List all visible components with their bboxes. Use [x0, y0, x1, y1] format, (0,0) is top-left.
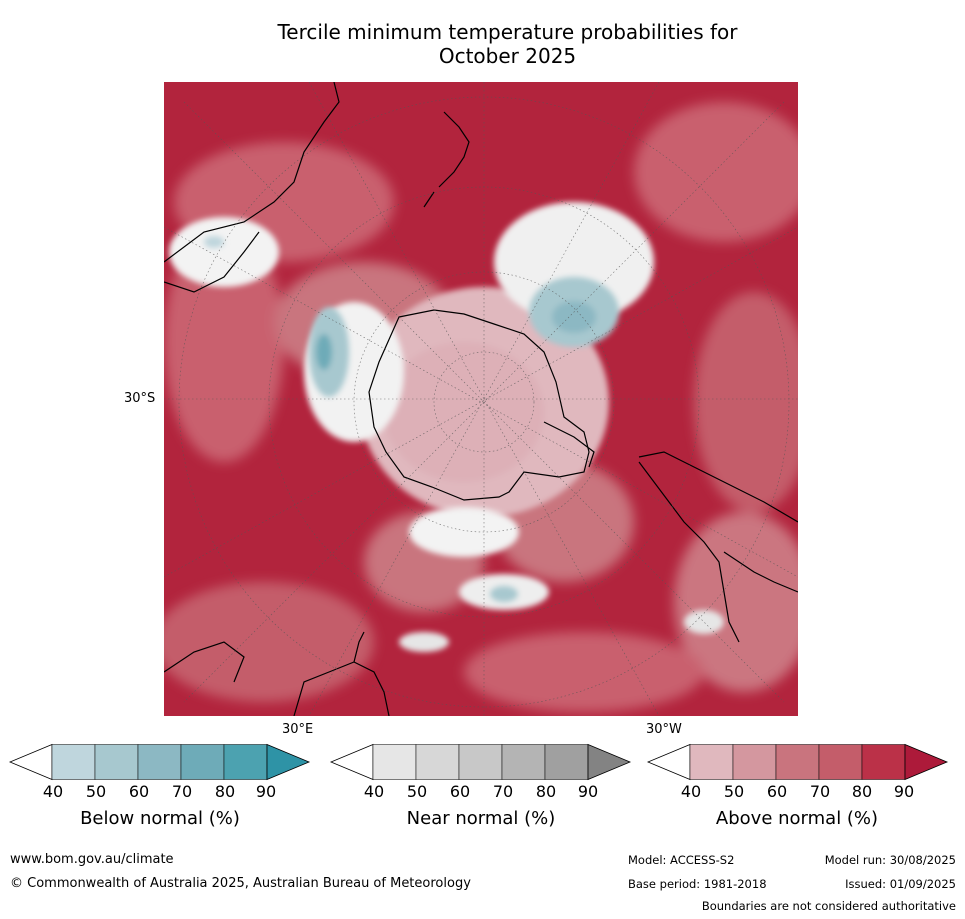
tick-label: 70 [809, 782, 831, 801]
lon-label-30w: 30°W [646, 722, 682, 737]
near-normal-patches [169, 202, 724, 652]
colorbar-below-max-arrow [266, 743, 311, 781]
tick-label: 70 [171, 782, 193, 801]
footer-copyright: © Commonwealth of Australia 2025, Austra… [10, 876, 471, 891]
tick-label: 70 [492, 782, 514, 801]
tick-label: 50 [723, 782, 745, 801]
footer-model: Model: ACCESS-S2 [628, 853, 735, 867]
tick-label: 90 [255, 782, 277, 801]
colorbar-near-max-arrow [587, 743, 632, 781]
map-title: Tercile minimum temperature probabilitie… [160, 20, 855, 68]
footer-base-period: Base period: 1981-2018 [628, 877, 767, 891]
tick-label: 40 [363, 782, 385, 801]
colorbar-near-segment [501, 744, 546, 780]
graticule [164, 82, 798, 716]
tick-label: 40 [42, 782, 64, 801]
footer-issued: Issued: 01/09/2025 [845, 877, 956, 891]
tick-label: 80 [535, 782, 557, 801]
colorbar-above-max-arrow [904, 743, 949, 781]
footer-url: www.bom.gov.au/climate [10, 852, 174, 867]
colorbar-below-graphic [8, 743, 311, 781]
lat-label-30s: 30°S [124, 391, 156, 406]
map-canvas [164, 82, 798, 716]
colorbar-near-segment [544, 744, 589, 780]
colorbar-near-label: Near normal (%) [406, 808, 556, 829]
colorbar-near-segment [458, 744, 503, 780]
colorbar-below-segment [223, 744, 268, 780]
tick-label: 50 [406, 782, 428, 801]
colorbar-near [329, 743, 632, 781]
colorbar-below-segment [94, 744, 139, 780]
colorbar-below-min-arrow [8, 743, 53, 781]
colorbar-below-segment [51, 744, 96, 780]
tick-label: 40 [680, 782, 702, 801]
footer-boundaries-note: Boundaries are not considered authoritat… [701, 899, 956, 913]
colorbar-above-label: Above normal (%) [715, 808, 879, 829]
footer-model-run: Model run: 30/08/2025 [824, 853, 956, 867]
colorbar-above-segment [732, 744, 777, 780]
tick-label: 90 [577, 782, 599, 801]
polar-map [164, 82, 798, 716]
colorbar-above [646, 743, 949, 781]
title-line-1: Tercile minimum temperature probabilitie… [277, 20, 738, 44]
colorbar-above-segment [689, 744, 734, 780]
tick-label: 60 [449, 782, 471, 801]
colorbar-above-segment [861, 744, 906, 780]
lon-label-30e: 30°E [282, 722, 314, 737]
colorbar-above-graphic [646, 743, 949, 781]
tick-label: 80 [214, 782, 236, 801]
colorbar-near-graphic [329, 743, 632, 781]
colorbar-below-label: Below normal (%) [80, 808, 240, 829]
above-normal-light-patches [164, 102, 798, 712]
colorbar-above-segment [818, 744, 863, 780]
colorbar-near-segment [415, 744, 460, 780]
tick-label: 90 [893, 782, 915, 801]
tick-label: 50 [85, 782, 107, 801]
tick-label: 60 [128, 782, 150, 801]
tick-label: 80 [851, 782, 873, 801]
title-line-2: October 2025 [438, 44, 577, 68]
colorbar-above-min-arrow [646, 743, 691, 781]
colorbar-below-segment [137, 744, 182, 780]
colorbar-below-segment [180, 744, 225, 780]
colorbar-above-segment [775, 744, 820, 780]
colorbar-near-segment [372, 744, 417, 780]
colorbar-below [8, 743, 311, 781]
colorbar-near-min-arrow [329, 743, 374, 781]
tick-label: 60 [766, 782, 788, 801]
coastlines [164, 82, 798, 716]
